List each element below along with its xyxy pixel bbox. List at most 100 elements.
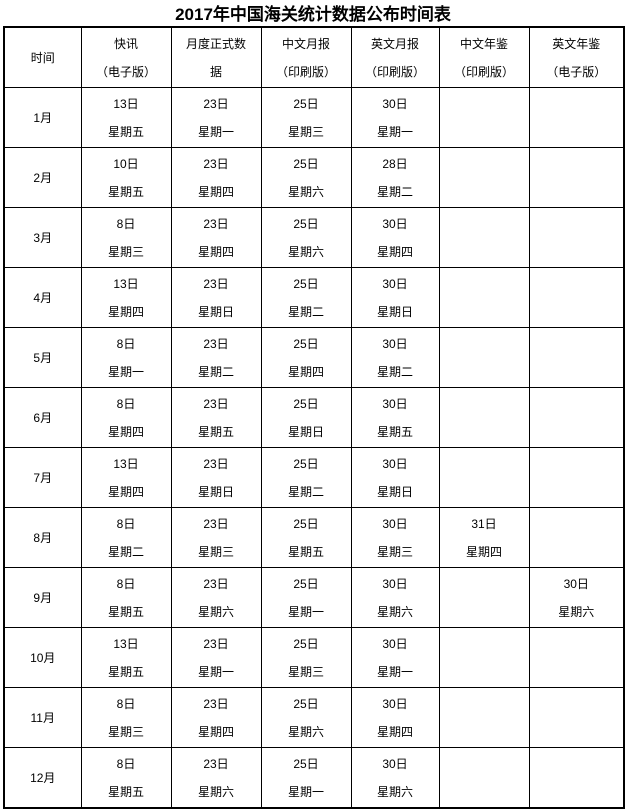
date-text: 25日	[293, 396, 319, 411]
weekday-text: 星期四	[465, 544, 502, 559]
schedule-cell: 23日星期五	[170, 387, 262, 448]
schedule-cell: 30日 星期五	[350, 387, 440, 448]
schedule-cell: 23日 星期四	[170, 207, 262, 268]
schedule-cell: 23日 星期一	[170, 87, 262, 148]
schedule-cell	[528, 507, 625, 568]
weekday-text: 星期四	[376, 724, 413, 739]
date-text: 30日	[382, 636, 408, 651]
table-row-mar: 3月 8日 星期三 23日 星期四 25日 星期六 30日 星期四	[3, 207, 625, 268]
schedule-cell: 30日 星期一	[350, 87, 440, 148]
schedule-cell: 30日 星期日	[350, 447, 440, 508]
weekday-text: 星期二	[376, 184, 413, 199]
date-text: 25日	[293, 216, 319, 231]
weekday-text: 星期五	[107, 664, 144, 679]
date-text: 25日	[293, 696, 319, 711]
weekday-text: 星期日	[197, 484, 234, 499]
weekday-text: 星期五	[376, 424, 413, 439]
date-text: 23日	[203, 636, 229, 651]
header-row: 时间 快讯 （电子版） 月度正式数 据 中文月报 （印刷版） 英文月报 （印刷版…	[3, 26, 625, 88]
schedule-cell	[528, 207, 625, 268]
schedule-cell: 8日 星期二	[80, 507, 172, 568]
header-monthly-official-line2: 据	[209, 64, 222, 79]
schedule-cell: 13日 星期五	[80, 87, 172, 148]
table-row-aug: 8月 8日 星期二 23日 星期三 25日 星期五 30日 星期三 31日 星期四	[3, 507, 625, 568]
date-text: 10日	[113, 156, 139, 171]
weekday-text: 星期六	[197, 604, 234, 619]
schedule-cell: 8日 星期四	[80, 387, 172, 448]
weekday-text: 星期日	[376, 304, 413, 319]
weekday-text: 星期一	[197, 664, 234, 679]
date-text: 30日	[382, 756, 408, 771]
date-text: 25日	[293, 576, 319, 591]
date-text: 30日	[382, 216, 408, 231]
date-text: 30日	[382, 96, 408, 111]
date-text: 23日	[203, 576, 229, 591]
header-cn-yearbook-line1: 中文年鉴	[459, 36, 508, 51]
schedule-cell: 25日星期六	[260, 687, 352, 748]
weekday-text: 星期五	[197, 424, 234, 439]
header-en-yearbook-line2: （电子版）	[546, 64, 607, 79]
schedule-cell: 25日 星期六	[260, 207, 352, 268]
schedule-cell	[438, 567, 530, 628]
date-text: 23日	[203, 696, 229, 711]
month-cell: 1月	[3, 87, 82, 148]
date-text: 25日	[293, 96, 319, 111]
schedule-cell: 23日 星期四	[170, 147, 262, 208]
month-cell: 8月	[3, 507, 82, 568]
weekday-text: 星期四	[376, 244, 413, 259]
date-text: 30日	[382, 336, 408, 351]
schedule-cell: 25日 星期一	[260, 747, 352, 809]
schedule-cell: 30日 星期二	[350, 327, 440, 388]
date-text: 23日	[203, 456, 229, 471]
schedule-cell: 25日 星期日	[260, 387, 352, 448]
schedule-cell: 8日 星期五	[80, 747, 172, 809]
schedule-cell: 23日 星期四	[170, 687, 262, 748]
date-text: 13日	[113, 456, 139, 471]
date-text: 30日	[382, 276, 408, 291]
table-row-jun: 6月 8日 星期四 23日 星期五 25日 星期日 30日 星期五	[3, 387, 625, 448]
weekday-text: 星期一	[376, 664, 413, 679]
schedule-cell	[438, 447, 530, 508]
date-text: 23日	[203, 156, 229, 171]
schedule-cell	[438, 147, 530, 208]
schedule-cell: 10日 星期五	[80, 147, 172, 208]
schedule-cell	[528, 447, 625, 508]
table-row-jan: 1月 13日 星期五 23日 星期一 25日 星期三 30日 星期一	[3, 87, 625, 148]
date-text: 8日	[116, 576, 136, 591]
table-row-apr: 4月 13日 星期四 23日 星期日 25日 星期二 30日 星期日	[3, 267, 625, 328]
date-text: 23日	[203, 336, 229, 351]
header-cn-yearbook: 中文年鉴 （印刷版）	[438, 26, 530, 88]
weekday-text: 星期六	[287, 724, 324, 739]
date-text: 23日	[203, 396, 229, 411]
table-row-sep: 9月 8日 星期五 23日 星期六 25日 星期一 30日 星期六 30日 星期六	[3, 567, 625, 628]
month-cell: 7月	[3, 447, 82, 508]
weekday-text: 星期六	[197, 784, 234, 799]
schedule-cell: 30日星期四	[350, 207, 440, 268]
schedule-cell: 30日 星期六	[528, 567, 625, 628]
schedule-cell: 8日 星期三	[80, 207, 172, 268]
schedule-cell: 25日 星期三	[260, 87, 352, 148]
weekday-text: 星期四	[107, 424, 144, 439]
schedule-cell	[528, 147, 625, 208]
table-row-feb: 2月 10日 星期五 23日 星期四 25日 星期六 28日 星期二	[3, 147, 625, 208]
date-text: 8日	[116, 696, 136, 711]
date-text: 30日	[382, 456, 408, 471]
date-text: 25日	[293, 156, 319, 171]
date-text: 30日	[382, 576, 408, 591]
schedule-cell: 13日 星期四	[80, 267, 172, 328]
date-text: 8日	[116, 756, 136, 771]
weekday-text: 星期三	[287, 664, 324, 679]
schedule-cell: 23日星期一	[170, 627, 262, 688]
schedule-cell: 23日星期日	[170, 447, 262, 508]
date-text: 23日	[203, 516, 229, 531]
date-text: 23日	[203, 756, 229, 771]
schedule-cell: 30日 星期六	[350, 567, 440, 628]
schedule-cell: 28日 星期二	[350, 147, 440, 208]
schedule-cell: 8日 星期一	[80, 327, 172, 388]
schedule-cell	[528, 627, 625, 688]
date-text: 25日	[293, 456, 319, 471]
month-cell: 11月	[3, 687, 82, 748]
schedule-cell: 31日 星期四	[438, 507, 530, 568]
header-cn-monthly-line2: （印刷版）	[275, 64, 336, 79]
schedule-cell	[438, 627, 530, 688]
